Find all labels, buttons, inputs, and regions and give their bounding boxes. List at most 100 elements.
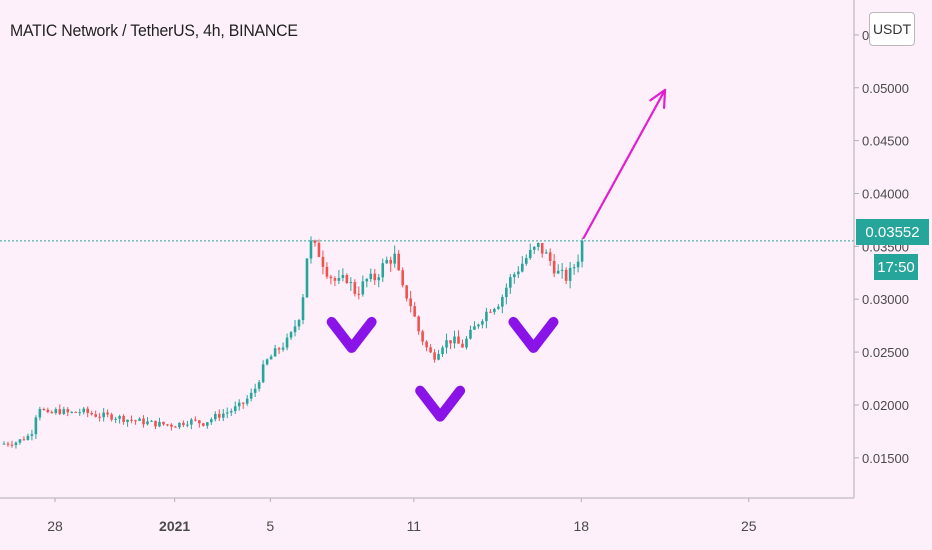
candle-up	[114, 418, 117, 420]
candle-down	[182, 422, 185, 426]
candle-down	[321, 256, 325, 267]
price-axis-label: 0.02000	[862, 398, 909, 413]
target-arrow-line	[582, 88, 667, 239]
candle-up	[576, 261, 580, 268]
candle-up	[289, 332, 293, 338]
candle-up	[221, 413, 225, 418]
bar-countdown-badge: 17:50	[874, 254, 918, 280]
candle-up	[126, 419, 129, 422]
time-axis[interactable]: 28 2021 5 11 18 25	[47, 498, 757, 534]
candle-up	[261, 364, 265, 383]
candle-down	[122, 415, 125, 422]
candle-down	[66, 409, 70, 413]
time-axis-label: 5	[266, 518, 274, 534]
candle-up	[34, 417, 38, 435]
candle-down	[6, 443, 10, 445]
price-axis-label: 0.04500	[862, 134, 909, 149]
candle-up	[78, 412, 82, 414]
candle-down	[202, 423, 205, 426]
candle-down	[433, 352, 436, 360]
candle-down	[58, 409, 62, 414]
candle-up	[536, 243, 540, 247]
candle-up	[150, 420, 153, 422]
candle-up	[186, 424, 189, 426]
candle-down	[74, 411, 78, 413]
candle-up	[297, 320, 301, 327]
candle-down	[50, 412, 54, 414]
candle-up	[2, 443, 6, 445]
candle-up	[473, 326, 476, 330]
candle-down	[345, 275, 349, 283]
candle-up	[469, 329, 472, 339]
candle-up	[213, 413, 217, 420]
candle-up	[568, 267, 572, 281]
candle-up	[505, 287, 508, 298]
candle-down	[46, 409, 50, 413]
candle-up	[146, 421, 149, 425]
candle-down	[317, 242, 321, 257]
candle-up	[441, 347, 444, 354]
time-axis-label: 25	[741, 518, 757, 534]
candle-down	[461, 343, 464, 348]
candle-up	[572, 267, 576, 269]
candle-up	[206, 422, 209, 426]
annotation-layer	[326, 88, 667, 422]
time-axis-label: 28	[47, 518, 63, 534]
candle-up	[138, 418, 141, 421]
time-axis-label: 2021	[159, 518, 190, 534]
candle-up	[520, 263, 524, 272]
candle-up	[481, 321, 484, 325]
candle-up	[497, 306, 500, 309]
candle-up	[30, 434, 34, 436]
candle-down	[90, 412, 93, 415]
candle-down	[198, 420, 201, 424]
candle-down	[552, 260, 556, 274]
candle-up	[70, 411, 74, 413]
check-mark-icon	[415, 385, 466, 422]
candle-down	[429, 347, 432, 353]
price-axis[interactable]: 0.015000.020000.025000.030000.035000.040…	[854, 28, 909, 466]
candle-down	[409, 298, 412, 307]
candle-up	[229, 411, 233, 413]
candle-up	[544, 252, 548, 254]
candle-up	[309, 240, 313, 259]
candle-up	[82, 408, 86, 413]
candle-down	[425, 341, 428, 348]
last-price-badge: 0.03552	[856, 219, 929, 245]
candle-down	[417, 316, 420, 332]
candle-down	[162, 421, 165, 425]
candle-up	[26, 435, 30, 440]
candle-up	[233, 406, 237, 412]
candle-down	[174, 426, 177, 428]
candle-down	[489, 311, 492, 313]
candle-up	[253, 388, 257, 393]
price-axis-label: 0.04000	[862, 186, 909, 201]
candle-up	[465, 338, 468, 348]
candle-down	[373, 273, 377, 281]
candle-down	[333, 278, 337, 281]
candle-up	[285, 337, 289, 348]
price-axis-label: 0.05000	[862, 81, 909, 96]
candle-up	[445, 340, 448, 348]
candle-down	[94, 414, 97, 417]
check-mark-icon	[326, 316, 377, 353]
candle-down	[397, 253, 400, 271]
candle-down	[413, 306, 416, 317]
chart-title: MATIC Network / TetherUS, 4h, BINANCE	[10, 21, 298, 40]
candle-down	[389, 259, 393, 264]
candle-down	[329, 276, 333, 279]
candle-down	[449, 340, 452, 344]
check-mark-icon	[508, 316, 559, 353]
candle-up	[524, 258, 528, 264]
candle-up	[225, 412, 229, 414]
currency-button[interactable]: USDT	[869, 12, 915, 46]
candle-down	[548, 252, 552, 261]
price-axis-label: 0.03000	[862, 292, 909, 307]
candle-up	[485, 311, 488, 322]
candle-up	[513, 274, 516, 278]
time-axis-label: 11	[407, 518, 422, 534]
candle-down	[401, 270, 404, 286]
candle-up	[532, 246, 536, 250]
candle-up	[560, 269, 564, 271]
